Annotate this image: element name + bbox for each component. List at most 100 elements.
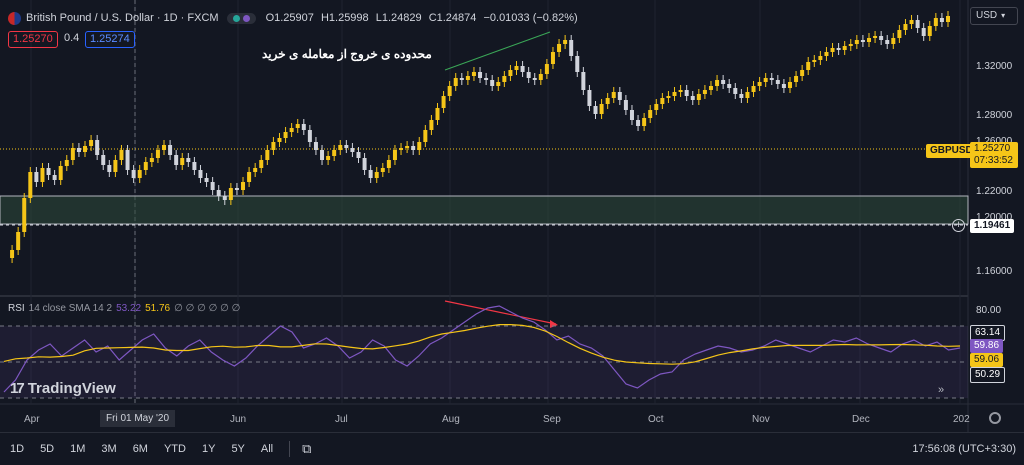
candle-body	[484, 78, 489, 80]
candle-body	[946, 16, 950, 22]
candle-body	[210, 182, 215, 190]
add-alert-plus-icon[interactable]: +	[952, 219, 965, 232]
symbol-legend: British Pound / U.S. Dollar · 1D · FXCM …	[8, 9, 582, 27]
time-label: Jul	[335, 414, 348, 425]
tf-1d[interactable]: 1D	[10, 443, 25, 455]
tf-5y[interactable]: 5Y	[231, 443, 245, 455]
tf-6m[interactable]: 6M	[132, 443, 148, 455]
tf-all[interactable]: All	[260, 443, 274, 455]
candle-body	[933, 18, 938, 26]
candle-body	[636, 120, 641, 126]
candle-body	[89, 140, 94, 146]
candle-body	[532, 78, 537, 80]
scroll-right-icon[interactable]: »	[938, 384, 945, 396]
price-tick: 1.26000	[976, 136, 1012, 147]
symbol-tag: GBPUSD	[926, 144, 977, 158]
annotation-text[interactable]: محدوده ی خروج از معامله ی خرید	[262, 47, 432, 61]
candle-body	[119, 150, 124, 160]
candle-body	[313, 142, 318, 150]
candle-body	[34, 172, 39, 182]
ohlc-close: C1.24874	[428, 12, 477, 24]
tf-1y[interactable]: 1Y	[201, 443, 216, 455]
candle-body	[295, 124, 300, 128]
candle-body	[787, 82, 792, 88]
candle-body	[392, 150, 397, 160]
tf-5d[interactable]: 5D	[40, 443, 55, 455]
candle-body	[860, 40, 865, 42]
candle-body	[629, 110, 634, 120]
candle-body	[775, 80, 780, 84]
crosshair-price-label: 1.19461	[970, 219, 1015, 233]
candle-body	[429, 120, 434, 130]
candle-body	[842, 46, 847, 50]
currency-selector[interactable]: USD ▾	[970, 7, 1018, 25]
time-label: Aug	[442, 414, 460, 425]
tf-ytd[interactable]: YTD	[163, 443, 186, 455]
candle-body	[247, 172, 252, 182]
buy-price-button[interactable]: 1.25274	[85, 31, 135, 48]
candle-body	[362, 158, 367, 170]
candle-body	[642, 118, 647, 126]
candle-body	[125, 150, 130, 170]
rsi-label[interactable]: RSI	[8, 303, 25, 314]
rsi-value: 53.22	[116, 303, 142, 314]
rsi-line	[3, 305, 961, 393]
candle-body	[848, 44, 853, 46]
tf-1m[interactable]: 1M	[70, 443, 86, 455]
market-status-dots[interactable]	[226, 12, 256, 24]
price-tick: 1.22000	[976, 186, 1013, 197]
settings-gear-icon[interactable]	[989, 412, 1001, 424]
candle-body	[253, 168, 258, 172]
candle-body	[690, 96, 695, 100]
candle-body	[289, 128, 294, 132]
price-tick: 1.16000	[976, 266, 1013, 277]
candle-body	[222, 196, 227, 200]
price-tick: 1.20000	[976, 212, 1013, 223]
price-tick: 1.32000	[976, 61, 1013, 72]
candle-body	[550, 52, 555, 64]
rsi-tick: 80.00	[976, 305, 1002, 316]
tf-3m[interactable]: 3M	[101, 443, 117, 455]
rsi-ma-line	[3, 324, 961, 365]
candle-body	[873, 36, 878, 38]
candle-body	[180, 158, 185, 165]
ohlc-change: −0.01033 (−0.82%)	[483, 12, 578, 24]
candle-body	[769, 78, 774, 80]
candle-body	[538, 74, 543, 80]
candle-body	[885, 40, 890, 44]
clock-display[interactable]: 17:56:08 (UTC+3:30)	[912, 443, 1016, 455]
candle-body	[727, 84, 732, 88]
candle-body	[216, 190, 221, 196]
candle-body	[64, 160, 69, 166]
time-label: Nov	[752, 414, 770, 425]
spread-value: 0.4	[64, 32, 80, 44]
candle-body	[830, 48, 835, 52]
last-price: 1.25270	[974, 143, 1011, 154]
candle-body	[599, 104, 604, 114]
candle-body	[794, 76, 799, 82]
chevron-down-icon: ▾	[1001, 11, 1006, 20]
candle-body	[174, 155, 179, 165]
candle-body	[423, 130, 428, 142]
candle-body	[155, 150, 160, 158]
candle-body	[702, 90, 707, 94]
candle-body	[277, 138, 282, 142]
candle-body	[46, 168, 51, 175]
candle-body	[763, 78, 768, 82]
candle-body	[113, 160, 118, 172]
chart-canvas[interactable]	[0, 0, 1024, 432]
candle-body	[897, 30, 902, 38]
candle-body	[143, 162, 148, 170]
candle-body	[800, 70, 805, 76]
date-range-calendar-icon[interactable]: ⧉	[302, 441, 312, 456]
candle-body	[192, 162, 197, 170]
candle-body	[380, 168, 385, 172]
symbol-title[interactable]: British Pound / U.S. Dollar · 1D · FXCM	[26, 12, 219, 24]
candle-body	[16, 232, 21, 250]
candle-body	[441, 96, 446, 108]
candle-body	[399, 148, 404, 150]
candle-body	[386, 160, 391, 168]
candle-body	[496, 82, 501, 86]
candle-body	[502, 76, 507, 82]
sell-price-button[interactable]: 1.25270	[8, 31, 58, 48]
